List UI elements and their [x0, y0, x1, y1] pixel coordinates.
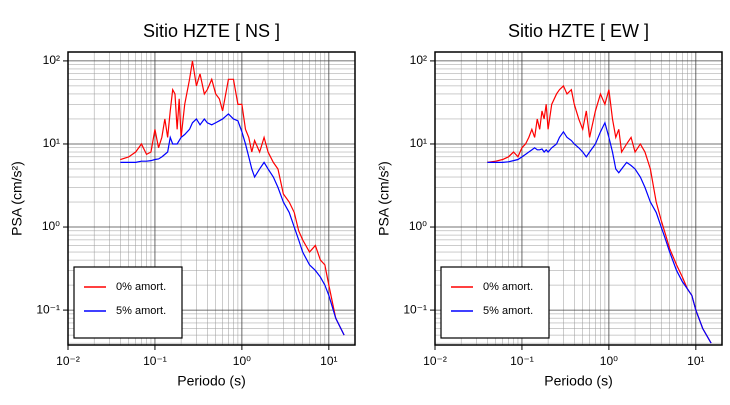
x-axis-label: Periodo (s) [177, 373, 245, 389]
y-tick-label: 10⁻¹ [403, 302, 427, 316]
y-axis-label: PSA (cm/s²) [376, 161, 392, 236]
chart-title: Sitio HZTE [ NS ] [143, 21, 280, 41]
series-line [487, 121, 712, 344]
series-line [120, 60, 345, 336]
plot-frame [67, 51, 356, 346]
x-axis-label: Periodo (s) [544, 373, 612, 389]
x-tick-label: 10⁰ [600, 354, 618, 368]
legend-label: 0% amort. [116, 281, 166, 293]
chart-title: Sitio HZTE [ EW ] [508, 21, 649, 41]
y-tick-label: 10¹ [43, 136, 60, 150]
x-tick-label: 10⁻¹ [510, 354, 534, 368]
y-tick-label: 10² [43, 53, 60, 67]
x-tick-label: 10⁻² [56, 354, 80, 368]
x-tick-label: 10⁰ [233, 354, 251, 368]
y-tick-label: 10⁻¹ [36, 302, 60, 316]
x-tick-label: 10¹ [320, 354, 337, 368]
legend-label: 5% amort. [483, 305, 533, 317]
legend-box [73, 266, 183, 339]
legend-label: 5% amort. [116, 305, 166, 317]
x-tick-label: 10¹ [687, 354, 704, 368]
x-tick-label: 10⁻² [423, 354, 447, 368]
y-axis-label: PSA (cm/s²) [9, 161, 25, 236]
x-tick-label: 10⁻¹ [143, 354, 167, 368]
legend-label: 0% amort. [483, 281, 533, 293]
y-tick-label: 10² [410, 53, 427, 67]
y-tick-label: 10⁰ [409, 219, 427, 233]
series-line [120, 113, 345, 336]
y-tick-label: 10⁰ [42, 219, 60, 233]
y-tick-label: 10¹ [410, 136, 427, 150]
plot-frame [434, 51, 723, 346]
legend-box [440, 266, 550, 339]
series-line [487, 84, 712, 344]
